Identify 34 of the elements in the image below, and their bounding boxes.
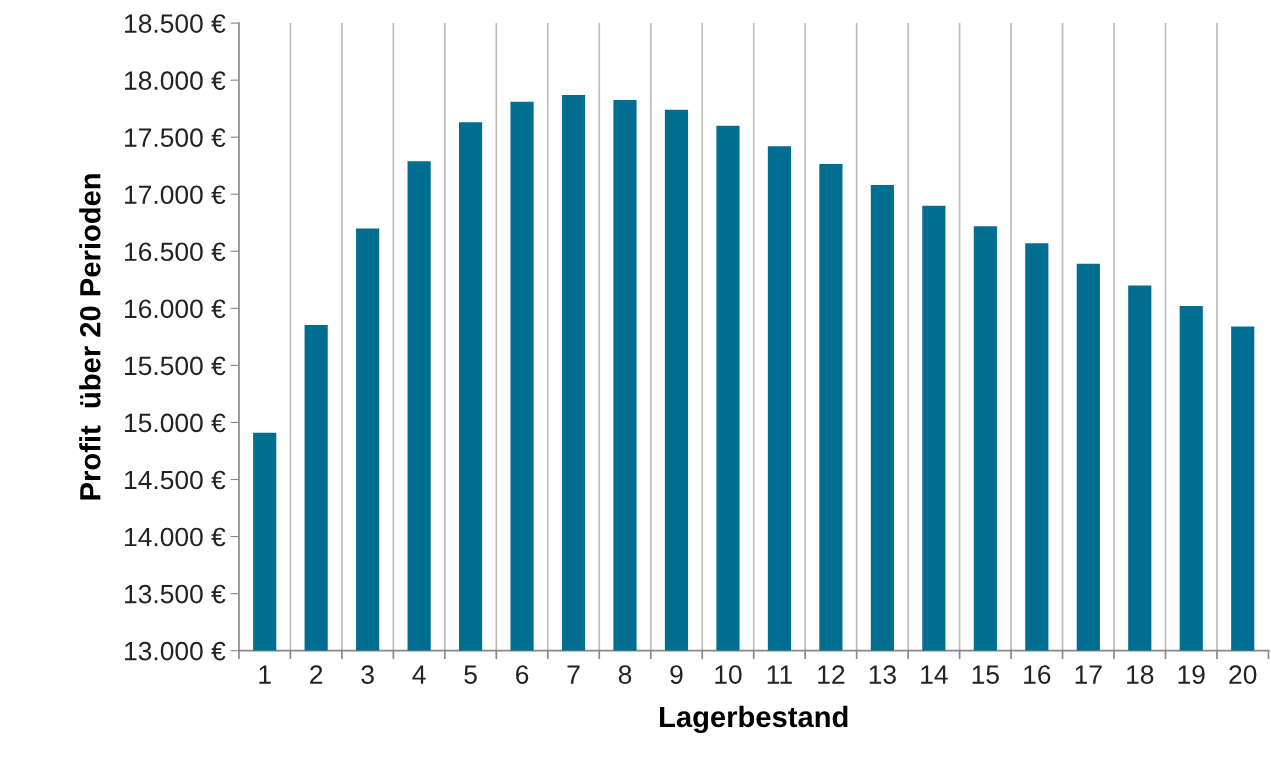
x-tick-label: 10 xyxy=(715,665,742,684)
x-tick-label: 18 xyxy=(1127,665,1154,684)
y-tick-label: 18.500 € xyxy=(125,14,226,33)
x-tick-label: 8 xyxy=(618,665,632,684)
x-tick-label: 4 xyxy=(412,665,426,684)
x-tick-label: 1 xyxy=(259,665,271,684)
y-tick-label: 16.500 € xyxy=(125,242,226,262)
x-tick-label: 15 xyxy=(972,665,999,684)
y-axis-title: Profit über 20 Perioden xyxy=(79,174,101,500)
y-tick-label: 15.000 € xyxy=(125,413,226,433)
x-tick-label: 19 xyxy=(1178,665,1205,684)
y-tick-label: 17.500 € xyxy=(125,128,226,148)
x-tick-label: 20 xyxy=(1229,665,1257,684)
x-tick-label: 14 xyxy=(921,665,948,684)
x-axis-title: Lagerbestand xyxy=(660,705,848,734)
x-tick-label: 9 xyxy=(670,665,683,684)
x-tick-label: 7 xyxy=(567,665,580,684)
x-tick-label: 12 xyxy=(818,665,845,684)
x-tick-label: 2 xyxy=(310,665,323,684)
y-tick-label: 14.000 € xyxy=(125,527,226,547)
y-tick-label: 15.500 € xyxy=(125,356,226,376)
x-tick-label: 17 xyxy=(1075,665,1102,684)
x-tick-label: 11 xyxy=(767,665,792,684)
x-tick-label: 5 xyxy=(464,665,477,684)
x-tick-label: 3 xyxy=(361,665,374,684)
x-tick-label: 6 xyxy=(516,665,529,684)
x-tick-label: 13 xyxy=(869,665,896,684)
y-tick-label: 13.500 € xyxy=(125,584,226,604)
y-tick-label: 18.000 € xyxy=(125,71,226,90)
y-tick-label: 17.000 € xyxy=(125,185,226,205)
y-tick-label: 14.500 € xyxy=(125,470,226,490)
y-tick-label: 13.000 € xyxy=(125,641,226,661)
y-tick-label: 16.000 € xyxy=(125,299,226,319)
x-tick-label: 16 xyxy=(1024,665,1051,684)
